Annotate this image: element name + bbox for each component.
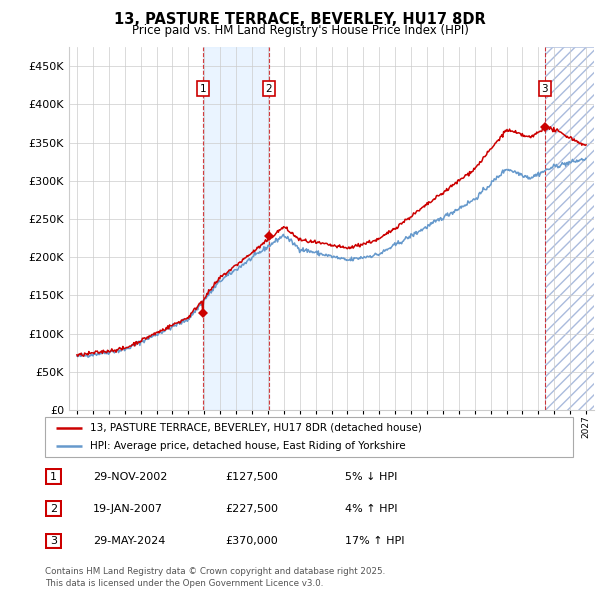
Bar [545,47,594,410]
Text: 1: 1 [199,84,206,94]
Text: £370,000: £370,000 [225,536,278,546]
FancyBboxPatch shape [45,417,573,457]
Text: 19-JAN-2007: 19-JAN-2007 [93,504,163,513]
Text: 13, PASTURE TERRACE, BEVERLEY, HU17 8DR: 13, PASTURE TERRACE, BEVERLEY, HU17 8DR [114,12,486,27]
Text: 3: 3 [542,84,548,94]
Text: 1: 1 [50,472,57,481]
Bar [203,47,269,410]
Text: 4% ↑ HPI: 4% ↑ HPI [345,504,398,513]
Text: HPI: Average price, detached house, East Riding of Yorkshire: HPI: Average price, detached house, East… [90,441,406,451]
Text: 2: 2 [265,84,272,94]
Text: 5% ↓ HPI: 5% ↓ HPI [345,472,397,481]
Text: 29-NOV-2002: 29-NOV-2002 [93,472,167,481]
Text: 29-MAY-2024: 29-MAY-2024 [93,536,166,546]
Text: £227,500: £227,500 [225,504,278,513]
Text: 3: 3 [50,536,57,546]
FancyBboxPatch shape [46,469,61,484]
FancyBboxPatch shape [46,533,61,549]
FancyBboxPatch shape [46,501,61,516]
Text: £127,500: £127,500 [225,472,278,481]
Text: 2: 2 [50,504,57,513]
Text: 13, PASTURE TERRACE, BEVERLEY, HU17 8DR (detached house): 13, PASTURE TERRACE, BEVERLEY, HU17 8DR … [90,423,422,433]
Text: Contains HM Land Registry data © Crown copyright and database right 2025.
This d: Contains HM Land Registry data © Crown c… [45,568,385,588]
Text: 17% ↑ HPI: 17% ↑ HPI [345,536,404,546]
Text: Price paid vs. HM Land Registry's House Price Index (HPI): Price paid vs. HM Land Registry's House … [131,24,469,37]
